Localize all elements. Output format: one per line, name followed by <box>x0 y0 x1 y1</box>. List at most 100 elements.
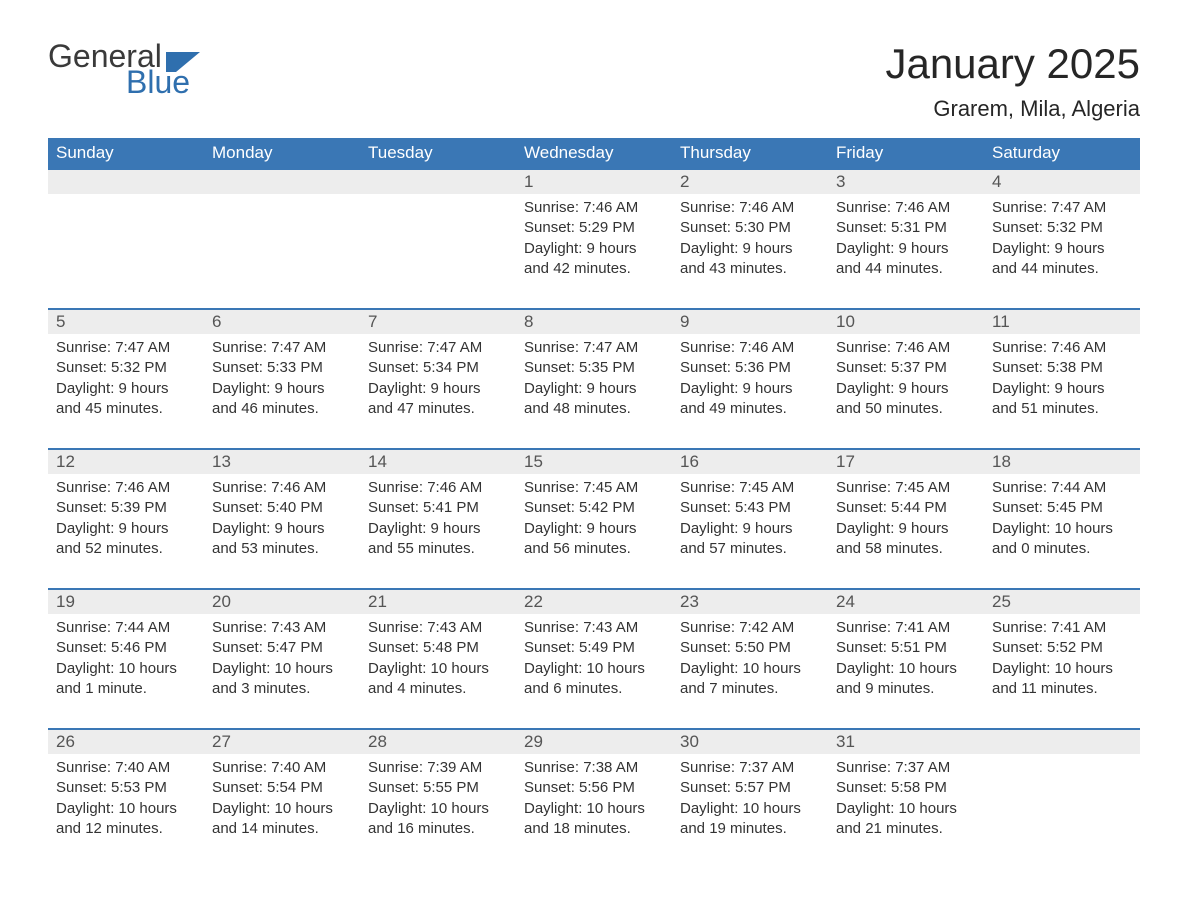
calendar-day-cell: 3Sunrise: 7:46 AMSunset: 5:31 PMDaylight… <box>828 168 984 308</box>
sunrise-text: Sunrise: 7:39 AM <box>368 758 508 778</box>
day-details: Sunrise: 7:43 AMSunset: 5:47 PMDaylight:… <box>204 614 360 711</box>
sunrise-text: Sunrise: 7:46 AM <box>836 338 976 358</box>
daylight-text: Daylight: 9 hours and 49 minutes. <box>680 379 820 420</box>
day-number: 17 <box>828 448 984 474</box>
sunrise-text: Sunrise: 7:44 AM <box>992 478 1132 498</box>
sunset-text: Sunset: 5:58 PM <box>836 778 976 798</box>
day-number: 13 <box>204 448 360 474</box>
calendar-day-cell: 25Sunrise: 7:41 AMSunset: 5:52 PMDayligh… <box>984 588 1140 728</box>
day-details: Sunrise: 7:41 AMSunset: 5:52 PMDaylight:… <box>984 614 1140 711</box>
calendar-week-row: 12Sunrise: 7:46 AMSunset: 5:39 PMDayligh… <box>48 448 1140 588</box>
calendar-day-cell: 14Sunrise: 7:46 AMSunset: 5:41 PMDayligh… <box>360 448 516 588</box>
day-number: 5 <box>48 308 204 334</box>
day-details: Sunrise: 7:46 AMSunset: 5:29 PMDaylight:… <box>516 194 672 291</box>
day-details: Sunrise: 7:40 AMSunset: 5:53 PMDaylight:… <box>48 754 204 851</box>
calendar-body: 1Sunrise: 7:46 AMSunset: 5:29 PMDaylight… <box>48 168 1140 868</box>
daylight-text: Daylight: 10 hours and 4 minutes. <box>368 659 508 700</box>
sunset-text: Sunset: 5:48 PM <box>368 638 508 658</box>
weekday-header: Wednesday <box>516 138 672 168</box>
day-number: 18 <box>984 448 1140 474</box>
day-details: Sunrise: 7:46 AMSunset: 5:36 PMDaylight:… <box>672 334 828 431</box>
calendar-day-cell: 4Sunrise: 7:47 AMSunset: 5:32 PMDaylight… <box>984 168 1140 308</box>
sunset-text: Sunset: 5:53 PM <box>56 778 196 798</box>
daylight-text: Daylight: 9 hours and 57 minutes. <box>680 519 820 560</box>
daylight-text: Daylight: 10 hours and 6 minutes. <box>524 659 664 700</box>
weekday-header: Thursday <box>672 138 828 168</box>
calendar-day-cell: 31Sunrise: 7:37 AMSunset: 5:58 PMDayligh… <box>828 728 984 868</box>
day-details: Sunrise: 7:46 AMSunset: 5:31 PMDaylight:… <box>828 194 984 291</box>
title-block: January 2025 Grarem, Mila, Algeria <box>885 40 1140 122</box>
daylight-text: Daylight: 10 hours and 19 minutes. <box>680 799 820 840</box>
day-details: Sunrise: 7:46 AMSunset: 5:41 PMDaylight:… <box>360 474 516 571</box>
month-title: January 2025 <box>885 40 1140 88</box>
daylight-text: Daylight: 10 hours and 7 minutes. <box>680 659 820 700</box>
day-details: Sunrise: 7:47 AMSunset: 5:32 PMDaylight:… <box>984 194 1140 291</box>
day-details: Sunrise: 7:47 AMSunset: 5:33 PMDaylight:… <box>204 334 360 431</box>
calendar-day-cell: 18Sunrise: 7:44 AMSunset: 5:45 PMDayligh… <box>984 448 1140 588</box>
sunset-text: Sunset: 5:38 PM <box>992 358 1132 378</box>
sunset-text: Sunset: 5:29 PM <box>524 218 664 238</box>
sunrise-text: Sunrise: 7:41 AM <box>836 618 976 638</box>
weekday-header: Saturday <box>984 138 1140 168</box>
sunrise-text: Sunrise: 7:41 AM <box>992 618 1132 638</box>
calendar-day-cell: 26Sunrise: 7:40 AMSunset: 5:53 PMDayligh… <box>48 728 204 868</box>
sunrise-text: Sunrise: 7:38 AM <box>524 758 664 778</box>
sunrise-text: Sunrise: 7:46 AM <box>524 198 664 218</box>
calendar-day-cell: 21Sunrise: 7:43 AMSunset: 5:48 PMDayligh… <box>360 588 516 728</box>
sunset-text: Sunset: 5:33 PM <box>212 358 352 378</box>
day-number: 30 <box>672 728 828 754</box>
calendar-day-cell: 16Sunrise: 7:45 AMSunset: 5:43 PMDayligh… <box>672 448 828 588</box>
daylight-text: Daylight: 10 hours and 9 minutes. <box>836 659 976 700</box>
day-number: 16 <box>672 448 828 474</box>
day-details: Sunrise: 7:46 AMSunset: 5:39 PMDaylight:… <box>48 474 204 571</box>
calendar-day-cell <box>48 168 204 308</box>
sunrise-text: Sunrise: 7:47 AM <box>56 338 196 358</box>
sunset-text: Sunset: 5:44 PM <box>836 498 976 518</box>
sunrise-text: Sunrise: 7:40 AM <box>56 758 196 778</box>
header: General Blue January 2025 Grarem, Mila, … <box>48 40 1140 122</box>
sunrise-text: Sunrise: 7:47 AM <box>524 338 664 358</box>
calendar-day-cell: 15Sunrise: 7:45 AMSunset: 5:42 PMDayligh… <box>516 448 672 588</box>
logo: General Blue <box>48 40 200 98</box>
day-number: 9 <box>672 308 828 334</box>
calendar-week-row: 1Sunrise: 7:46 AMSunset: 5:29 PMDaylight… <box>48 168 1140 308</box>
calendar-day-cell: 11Sunrise: 7:46 AMSunset: 5:38 PMDayligh… <box>984 308 1140 448</box>
day-number: 23 <box>672 588 828 614</box>
day-number: 26 <box>48 728 204 754</box>
day-number-bar <box>204 168 360 194</box>
day-number: 2 <box>672 168 828 194</box>
day-details: Sunrise: 7:46 AMSunset: 5:38 PMDaylight:… <box>984 334 1140 431</box>
daylight-text: Daylight: 9 hours and 43 minutes. <box>680 239 820 280</box>
sunset-text: Sunset: 5:46 PM <box>56 638 196 658</box>
daylight-text: Daylight: 9 hours and 53 minutes. <box>212 519 352 560</box>
day-number: 8 <box>516 308 672 334</box>
calendar-day-cell: 7Sunrise: 7:47 AMSunset: 5:34 PMDaylight… <box>360 308 516 448</box>
weekday-header-row: SundayMondayTuesdayWednesdayThursdayFrid… <box>48 138 1140 168</box>
daylight-text: Daylight: 9 hours and 48 minutes. <box>524 379 664 420</box>
calendar-day-cell: 27Sunrise: 7:40 AMSunset: 5:54 PMDayligh… <box>204 728 360 868</box>
sunset-text: Sunset: 5:45 PM <box>992 498 1132 518</box>
calendar-day-cell: 23Sunrise: 7:42 AMSunset: 5:50 PMDayligh… <box>672 588 828 728</box>
day-details: Sunrise: 7:46 AMSunset: 5:30 PMDaylight:… <box>672 194 828 291</box>
sunset-text: Sunset: 5:30 PM <box>680 218 820 238</box>
sunset-text: Sunset: 5:57 PM <box>680 778 820 798</box>
day-number: 27 <box>204 728 360 754</box>
sunset-text: Sunset: 5:32 PM <box>992 218 1132 238</box>
sunset-text: Sunset: 5:52 PM <box>992 638 1132 658</box>
sunset-text: Sunset: 5:54 PM <box>212 778 352 798</box>
daylight-text: Daylight: 9 hours and 42 minutes. <box>524 239 664 280</box>
daylight-text: Daylight: 10 hours and 18 minutes. <box>524 799 664 840</box>
sunset-text: Sunset: 5:37 PM <box>836 358 976 378</box>
calendar-day-cell: 22Sunrise: 7:43 AMSunset: 5:49 PMDayligh… <box>516 588 672 728</box>
day-details: Sunrise: 7:45 AMSunset: 5:44 PMDaylight:… <box>828 474 984 571</box>
sunset-text: Sunset: 5:49 PM <box>524 638 664 658</box>
sunrise-text: Sunrise: 7:46 AM <box>992 338 1132 358</box>
sunrise-text: Sunrise: 7:46 AM <box>680 198 820 218</box>
calendar-day-cell <box>360 168 516 308</box>
day-details: Sunrise: 7:44 AMSunset: 5:46 PMDaylight:… <box>48 614 204 711</box>
daylight-text: Daylight: 10 hours and 16 minutes. <box>368 799 508 840</box>
daylight-text: Daylight: 9 hours and 56 minutes. <box>524 519 664 560</box>
sunrise-text: Sunrise: 7:46 AM <box>836 198 976 218</box>
daylight-text: Daylight: 9 hours and 58 minutes. <box>836 519 976 560</box>
location-label: Grarem, Mila, Algeria <box>885 96 1140 122</box>
